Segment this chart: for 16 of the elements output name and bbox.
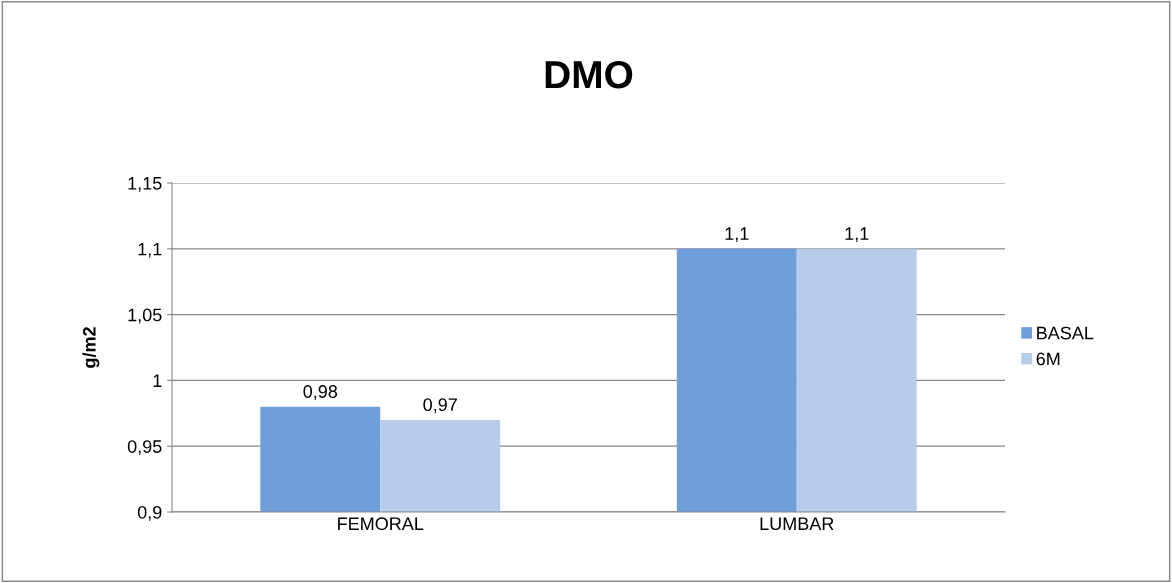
y-tick-label: 1,05 xyxy=(128,308,162,324)
legend-label: BASAL xyxy=(1037,326,1094,340)
data-label: 1,1 xyxy=(845,227,869,243)
y-tick-label: 1 xyxy=(153,374,162,387)
y-tick-label: 0,95 xyxy=(127,440,162,456)
chart-title: DMO xyxy=(545,60,633,89)
y-tick-label: 1,1 xyxy=(138,242,162,258)
x-tick-label: FEMORAL xyxy=(338,517,424,531)
data-label: 1,1 xyxy=(725,227,749,243)
y-tick-label: 1,15 xyxy=(128,177,162,192)
y-tick-label: 0,9 xyxy=(137,505,162,521)
data-label: 0,98 xyxy=(303,385,338,401)
y-axis-title: g/m2 xyxy=(82,327,100,368)
data-label: 0,97 xyxy=(423,398,457,414)
legend-label: 6M xyxy=(1036,352,1060,366)
x-tick-label: LUMBAR xyxy=(760,517,834,531)
